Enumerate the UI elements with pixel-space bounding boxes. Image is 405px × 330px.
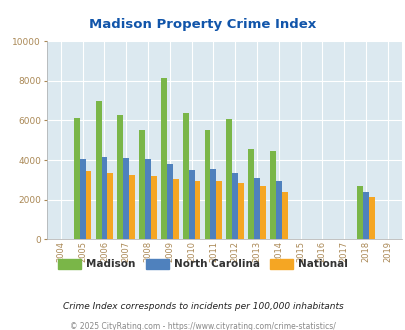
Bar — [79, 159, 85, 239]
Text: © 2025 CityRating.com - https://www.cityrating.com/crime-statistics/: © 2025 CityRating.com - https://www.city… — [70, 322, 335, 330]
Bar — [139, 130, 145, 239]
Bar — [238, 183, 243, 239]
Bar — [210, 169, 216, 239]
Bar — [96, 101, 101, 239]
Bar — [182, 113, 188, 239]
Bar — [188, 170, 194, 239]
Bar — [173, 179, 178, 239]
Bar — [107, 173, 113, 239]
Bar — [356, 186, 362, 239]
Bar — [368, 197, 374, 239]
Bar — [269, 151, 275, 239]
Legend: Madison, North Carolina, National: Madison, North Carolina, National — [53, 255, 352, 274]
Bar — [281, 192, 287, 239]
Bar — [145, 159, 151, 239]
Bar — [254, 178, 259, 239]
Bar — [204, 130, 210, 239]
Bar — [259, 186, 265, 239]
Bar — [194, 181, 200, 239]
Bar — [74, 118, 79, 239]
Text: Crime Index corresponds to incidents per 100,000 inhabitants: Crime Index corresponds to incidents per… — [62, 302, 343, 311]
Bar — [161, 78, 166, 239]
Bar — [166, 164, 173, 239]
Bar — [362, 192, 368, 239]
Bar — [151, 176, 156, 239]
Bar — [216, 181, 222, 239]
Text: Madison Property Crime Index: Madison Property Crime Index — [89, 18, 316, 31]
Bar — [275, 181, 281, 239]
Bar — [247, 149, 254, 239]
Bar — [117, 115, 123, 239]
Bar — [101, 157, 107, 239]
Bar — [232, 173, 238, 239]
Bar — [226, 119, 232, 239]
Bar — [129, 175, 135, 239]
Bar — [123, 158, 129, 239]
Bar — [85, 171, 91, 239]
